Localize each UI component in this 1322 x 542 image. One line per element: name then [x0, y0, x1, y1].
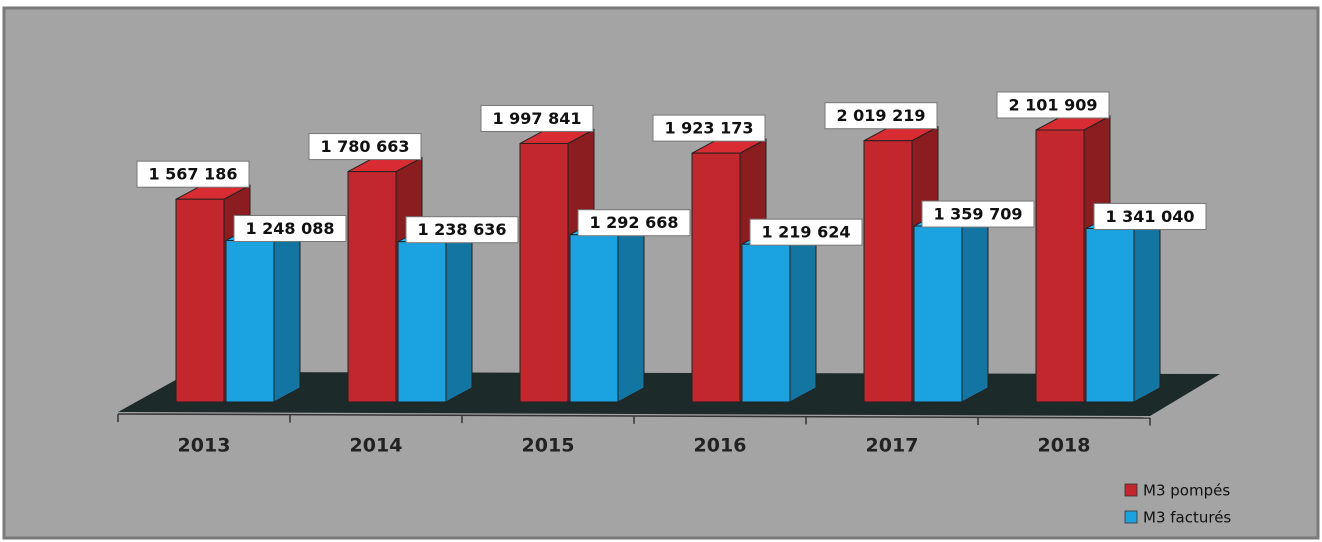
bar-side — [961, 211, 989, 403]
data-label: 1 341 040 — [1105, 207, 1194, 226]
data-label: 2 101 909 — [1008, 96, 1097, 115]
data-label-box — [480, 104, 594, 132]
data-label: 1 292 668 — [589, 213, 678, 232]
bar-front — [397, 241, 447, 403]
bar — [225, 225, 301, 403]
bar-front — [569, 234, 619, 403]
legend-label: M3 pompés — [1143, 482, 1230, 500]
data-label-box — [405, 216, 519, 244]
data-label: 1 567 186 — [148, 165, 237, 184]
data-label-box — [652, 114, 766, 142]
data-label-box — [308, 133, 422, 161]
bar-front — [175, 198, 225, 403]
data-label-box — [921, 200, 1035, 228]
data-label: 1 923 173 — [664, 119, 753, 138]
data-label: 1 248 088 — [245, 219, 334, 238]
bar-front — [225, 239, 275, 403]
data-label: 1 997 841 — [492, 109, 581, 128]
data-label-box — [996, 91, 1110, 119]
bar-side — [1133, 213, 1161, 403]
bar-side — [617, 219, 645, 403]
bar-side — [445, 226, 473, 403]
legend-label: M3 facturés — [1143, 509, 1231, 527]
data-label: 2 019 219 — [836, 106, 925, 125]
x-tick-label: 2013 — [178, 435, 231, 457]
x-tick-label: 2016 — [694, 435, 747, 457]
bar-front — [347, 171, 397, 403]
legend-swatch — [1124, 510, 1138, 524]
data-label: 1 238 636 — [417, 220, 506, 239]
x-tick-label: 2015 — [522, 435, 575, 457]
data-label-box — [136, 160, 250, 188]
data-label: 1 780 663 — [320, 137, 409, 156]
data-label-box — [749, 218, 863, 246]
legend-swatch — [1124, 483, 1138, 497]
data-label-box — [233, 214, 347, 242]
x-tick-label: 2018 — [1038, 435, 1091, 457]
x-tick-label: 2014 — [350, 435, 403, 457]
bar — [397, 226, 473, 403]
bar-front — [1085, 227, 1135, 403]
bar-front — [691, 152, 741, 403]
bar — [1085, 213, 1161, 403]
bar-front — [741, 243, 791, 403]
bar — [569, 219, 645, 403]
bar-side — [273, 225, 301, 403]
bar-front — [863, 140, 913, 403]
data-label: 1 219 624 — [761, 223, 850, 242]
bar-front — [519, 142, 569, 403]
bar-front — [913, 225, 963, 403]
bar — [913, 211, 989, 403]
data-label-box — [1093, 202, 1207, 230]
data-label-box — [824, 102, 938, 130]
data-label: 1 359 709 — [933, 205, 1022, 224]
bar-front — [1035, 129, 1085, 403]
bar — [741, 229, 817, 403]
data-label-box — [577, 209, 691, 237]
x-tick-label: 2017 — [866, 435, 919, 457]
bar-side — [789, 229, 817, 403]
